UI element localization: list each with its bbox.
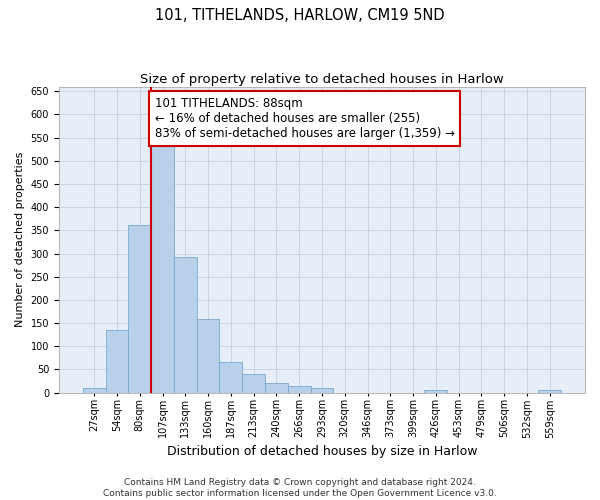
Text: 101, TITHELANDS, HARLOW, CM19 5ND: 101, TITHELANDS, HARLOW, CM19 5ND: [155, 8, 445, 22]
Bar: [106, 330, 128, 392]
Bar: [220, 362, 242, 392]
Y-axis label: Number of detached properties: Number of detached properties: [15, 152, 25, 328]
Bar: [83, 388, 106, 392]
Bar: [538, 390, 561, 392]
Bar: [174, 257, 197, 392]
Text: 101 TITHELANDS: 88sqm
← 16% of detached houses are smaller (255)
83% of semi-det: 101 TITHELANDS: 88sqm ← 16% of detached …: [155, 97, 455, 140]
Text: Contains HM Land Registry data © Crown copyright and database right 2024.
Contai: Contains HM Land Registry data © Crown c…: [103, 478, 497, 498]
X-axis label: Distribution of detached houses by size in Harlow: Distribution of detached houses by size …: [167, 444, 477, 458]
Bar: [265, 384, 288, 392]
Title: Size of property relative to detached houses in Harlow: Size of property relative to detached ho…: [140, 72, 504, 86]
Bar: [151, 143, 174, 392]
Bar: [288, 386, 311, 392]
Bar: [197, 319, 220, 392]
Bar: [311, 388, 334, 392]
Bar: [242, 374, 265, 392]
Bar: [424, 390, 447, 392]
Bar: [128, 225, 151, 392]
